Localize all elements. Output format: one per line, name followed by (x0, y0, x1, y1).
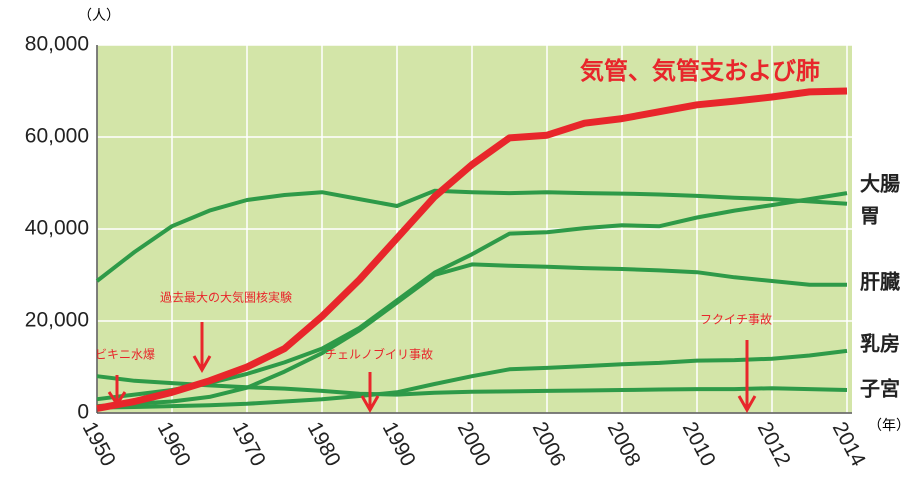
annotation: 過去最大の大気圏核実験 (160, 290, 292, 305)
y-tick-label: 80,000 (25, 33, 89, 56)
y-tick-label: 20,000 (25, 309, 89, 332)
series-label: 大腸 (860, 172, 900, 196)
series-line (96, 87, 848, 412)
x-tick-label: 2014 (828, 418, 870, 470)
series-line (96, 374, 848, 397)
x-tick-label: 1990 (378, 418, 420, 470)
series-line (95, 188, 848, 283)
series-line (96, 348, 848, 410)
y-unit: （人） (78, 8, 120, 24)
y-tick-label: 60,000 (25, 125, 89, 148)
annotation: ビキニ水爆 (95, 348, 155, 362)
series-label: 胃 (860, 204, 880, 228)
y-tick-label: 40,000 (25, 217, 89, 240)
x-tick-label: 2000 (453, 418, 495, 470)
series-line (96, 262, 847, 409)
annotation: チェルノブイリ事故 (325, 347, 433, 362)
x-tick-label: 1970 (228, 418, 270, 470)
series-label: 気管、気管支および肺 (580, 57, 820, 85)
x-unit: （年） (868, 418, 910, 434)
x-tick-label: 1980 (303, 418, 345, 470)
series-line (96, 191, 848, 402)
x-tick-label: 2010 (678, 418, 720, 470)
series-label: 子宮 (860, 377, 900, 401)
x-tick-label: 2008 (603, 418, 645, 470)
x-tick-label: 1960 (153, 418, 195, 470)
x-tick-label: 2006 (528, 418, 570, 470)
x-tick-label: 2012 (753, 418, 795, 470)
series-label: 肝臓 (860, 270, 900, 294)
annotation: フクイチ事故 (700, 312, 772, 327)
x-tick-label: 1950 (78, 418, 120, 470)
series-label: 乳房 (860, 332, 900, 356)
y-tick-label: 0 (77, 401, 89, 424)
plot-layer: 0 20,000 40,000 60,000 80,000 1950 1960 1970 198… (25, 33, 870, 471)
annotation-arrows (107, 322, 757, 414)
